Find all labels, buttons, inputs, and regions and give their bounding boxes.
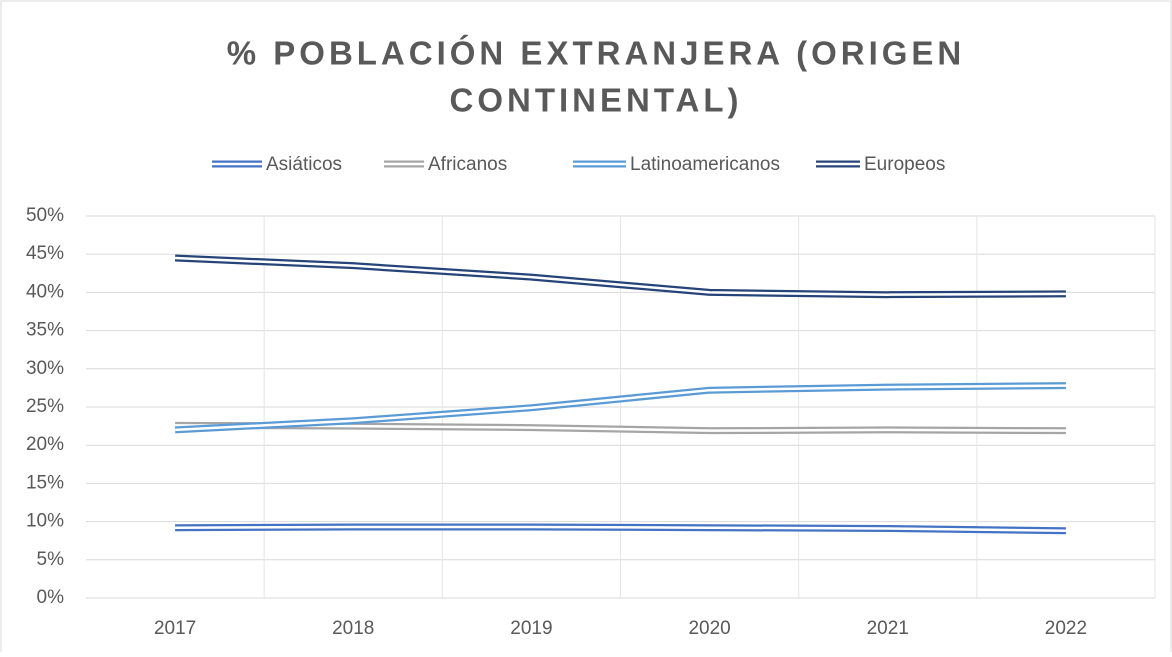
series-line-inner bbox=[175, 525, 1066, 533]
legend-label: Europeos bbox=[864, 154, 945, 175]
series-line-inner bbox=[175, 424, 1066, 432]
chart-title: % POBLACIÓN EXTRANJERA (ORIGEN bbox=[227, 35, 966, 72]
series-line-inner bbox=[175, 256, 1066, 296]
y-tick-label: 45% bbox=[26, 243, 64, 264]
y-tick-label: 15% bbox=[26, 472, 64, 493]
chart-title: CONTINENTAL) bbox=[449, 82, 742, 119]
legend-label: Latinoamericanos bbox=[630, 154, 780, 175]
y-tick-label: 0% bbox=[37, 587, 65, 608]
y-tick-label: 5% bbox=[37, 549, 65, 570]
x-tick-label: 2019 bbox=[510, 618, 552, 639]
legend-label: Africanos bbox=[428, 154, 507, 175]
y-tick-label: 10% bbox=[26, 511, 64, 532]
series-line-inner bbox=[175, 384, 1066, 432]
x-tick-label: 2017 bbox=[154, 618, 196, 639]
y-tick-label: 40% bbox=[26, 281, 64, 302]
y-tick-label: 25% bbox=[26, 396, 64, 417]
y-tick-label: 50% bbox=[26, 205, 64, 226]
y-tick-label: 20% bbox=[26, 434, 64, 455]
x-tick-label: 2021 bbox=[867, 618, 909, 639]
x-tick-label: 2018 bbox=[332, 618, 374, 639]
x-tick-label: 2020 bbox=[688, 618, 730, 639]
y-tick-label: 30% bbox=[26, 358, 64, 379]
legend-label: Asiáticos bbox=[266, 154, 342, 175]
y-tick-label: 35% bbox=[26, 320, 64, 341]
x-tick-label: 2022 bbox=[1045, 618, 1087, 639]
